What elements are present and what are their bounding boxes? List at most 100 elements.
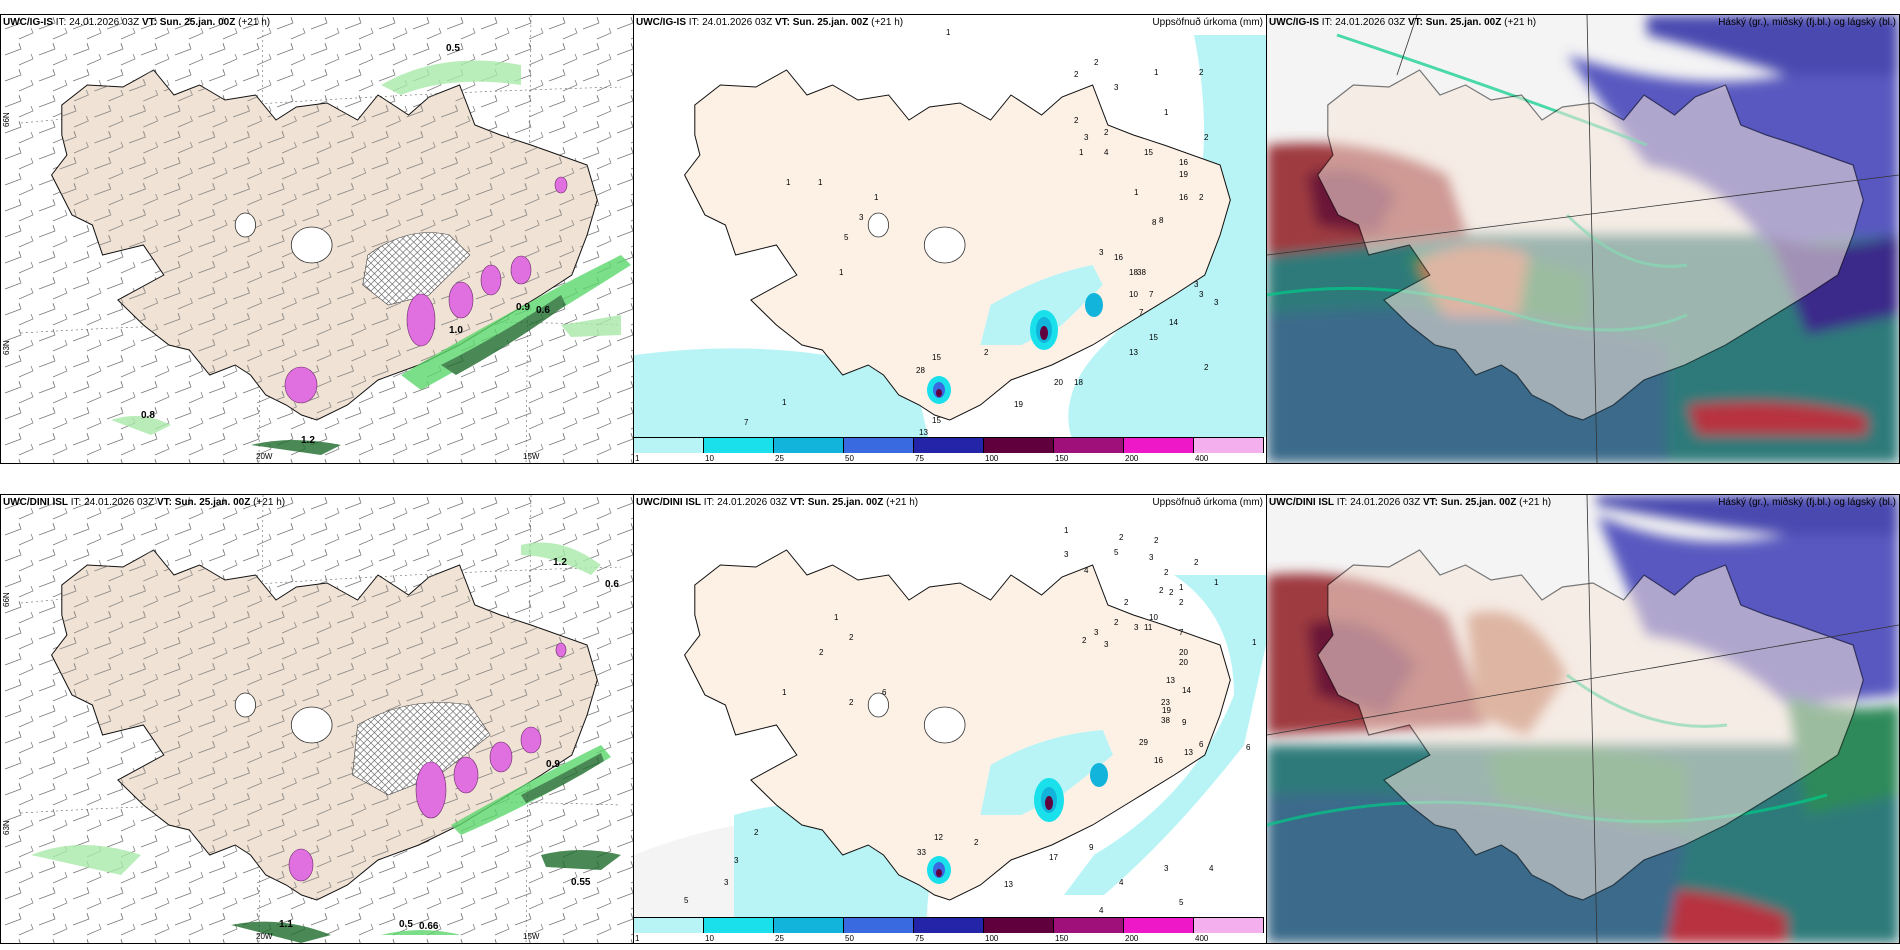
svg-text:1: 1 <box>782 688 787 697</box>
svg-text:2: 2 <box>1114 618 1119 627</box>
svg-text:12: 12 <box>934 833 943 842</box>
wind-labels: 0.5 0.8 0.9 0.6 1.0 1.2 <box>141 43 550 446</box>
colorbar-label: 400 <box>1195 454 1209 463</box>
colorbar-segment <box>704 437 774 453</box>
svg-text:8: 8 <box>1159 216 1164 225</box>
svg-text:7: 7 <box>1179 628 1184 637</box>
svg-text:19: 19 <box>1179 170 1188 179</box>
panel-top-left: UWC/IG-IS IT: 24.01.2026 03Z VT: Sun. 25… <box>0 14 634 464</box>
svg-text:2: 2 <box>1179 598 1184 607</box>
svg-text:1: 1 <box>1252 638 1257 647</box>
svg-text:38: 38 <box>1161 716 1170 725</box>
svg-text:4: 4 <box>1099 906 1104 915</box>
svg-text:15: 15 <box>932 416 941 425</box>
wind-precip-map: 1.2 0.6 0.9 0.5 0.55 1.1 0.66 <box>1 495 633 943</box>
colorbar-segment <box>984 437 1054 453</box>
lon-label-15w: 15W <box>523 452 540 461</box>
svg-text:2: 2 <box>1074 116 1079 125</box>
svg-text:3: 3 <box>1094 628 1099 637</box>
panel-top-mid: UWC/IG-IS IT: 24.01.2026 03Z VT: Sun. 25… <box>633 14 1267 464</box>
svg-text:0.66: 0.66 <box>419 921 439 932</box>
colorbar-label: 25 <box>775 454 784 463</box>
precip-colorbar: 1 10 25 50 75 100 150 200 400 <box>634 917 1266 943</box>
svg-text:18: 18 <box>1074 378 1083 387</box>
svg-text:2: 2 <box>1104 128 1109 137</box>
svg-text:2: 2 <box>849 633 854 642</box>
svg-text:1: 1 <box>1164 108 1169 117</box>
panel-field-title: Uppsöfnuð úrkoma (mm) <box>1152 17 1263 28</box>
lon-label-20w: 20W <box>256 932 273 941</box>
svg-text:14: 14 <box>1182 686 1191 695</box>
svg-text:13: 13 <box>1184 748 1193 757</box>
snow-cells <box>284 176 568 404</box>
svg-text:19: 19 <box>1162 706 1171 715</box>
svg-text:2: 2 <box>1199 68 1204 77</box>
colorbar-segment <box>1194 437 1264 453</box>
svg-text:0.5: 0.5 <box>399 919 413 930</box>
svg-text:6: 6 <box>882 688 887 697</box>
svg-text:1: 1 <box>1154 68 1159 77</box>
colorbar-segment <box>914 917 984 933</box>
lat-label-66n: 66N <box>2 592 11 607</box>
svg-text:2: 2 <box>1169 588 1174 597</box>
panel-bottom-right: UWC/DINI ISL IT: 24.01.2026 03Z VT: Sun.… <box>1266 494 1900 944</box>
colorbar-label: 10 <box>705 454 714 463</box>
svg-text:1: 1 <box>1079 148 1084 157</box>
svg-text:1: 1 <box>1134 188 1139 197</box>
svg-text:10: 10 <box>1149 613 1158 622</box>
svg-text:3: 3 <box>1134 623 1139 632</box>
panel-header: UWC/DINI ISL IT: 24.01.2026 03Z VT: Sun.… <box>3 497 286 508</box>
svg-text:5: 5 <box>1114 548 1119 557</box>
svg-text:3: 3 <box>1164 864 1169 873</box>
colorbar-label: 150 <box>1055 934 1069 943</box>
colorbar-label: 50 <box>845 934 854 943</box>
svg-text:2: 2 <box>1119 533 1124 542</box>
svg-text:18: 18 <box>1129 268 1138 277</box>
svg-text:2: 2 <box>1204 363 1209 372</box>
svg-text:3: 3 <box>1149 553 1154 562</box>
svg-text:1.2: 1.2 <box>553 557 567 568</box>
svg-text:2: 2 <box>974 838 979 847</box>
svg-text:2: 2 <box>1074 70 1079 79</box>
svg-text:33: 33 <box>917 848 926 857</box>
colorbar-label: 200 <box>1125 934 1139 943</box>
svg-text:1: 1 <box>1064 526 1069 535</box>
svg-text:10: 10 <box>1129 290 1138 299</box>
colorbar-segment <box>774 917 844 933</box>
svg-text:29: 29 <box>1139 738 1148 747</box>
svg-text:0.8: 0.8 <box>141 410 155 421</box>
svg-text:2: 2 <box>1204 133 1209 142</box>
colorbar-label: 100 <box>985 934 999 943</box>
panel-bottom-mid: UWC/DINI ISL IT: 24.01.2026 03Z VT: Sun.… <box>633 494 1267 944</box>
colorbar-label: 1 <box>635 454 640 463</box>
svg-text:9: 9 <box>1089 843 1094 852</box>
svg-text:38: 38 <box>1137 268 1146 277</box>
svg-text:3: 3 <box>1114 83 1119 92</box>
svg-text:9: 9 <box>1182 718 1187 727</box>
svg-text:7: 7 <box>1149 290 1154 299</box>
svg-text:28: 28 <box>916 366 925 375</box>
panel-field-title: Uppsöfnuð úrkoma (mm) <box>1152 497 1263 508</box>
svg-text:7: 7 <box>1139 308 1144 317</box>
svg-text:4: 4 <box>1209 864 1214 873</box>
svg-text:1.1: 1.1 <box>279 919 293 930</box>
precip-colorbar: 1 10 25 50 75 100 150 200 400 <box>634 437 1266 463</box>
svg-text:17: 17 <box>1049 853 1058 862</box>
svg-text:3: 3 <box>1084 133 1089 142</box>
svg-text:3: 3 <box>1214 298 1219 307</box>
precip-map: 1 2 2 3 1 2 1 2 3 2 1 4 2 15 16 19 16 2 … <box>634 28 1266 463</box>
svg-text:20: 20 <box>1179 648 1188 657</box>
colorbar-segment <box>1054 437 1124 453</box>
svg-text:0.55: 0.55 <box>571 877 591 888</box>
precip-values: 1 2 2 3 1 2 1 2 3 2 1 4 2 15 16 19 16 2 … <box>744 28 1219 437</box>
svg-text:1: 1 <box>839 268 844 277</box>
colorbar-label: 100 <box>985 454 999 463</box>
svg-text:15: 15 <box>1144 148 1153 157</box>
lat-label-64n: 63N <box>2 340 11 355</box>
svg-text:14: 14 <box>1169 318 1178 327</box>
svg-text:1: 1 <box>874 193 879 202</box>
svg-text:15: 15 <box>932 353 941 362</box>
svg-text:3: 3 <box>1194 280 1199 289</box>
svg-text:2: 2 <box>984 348 989 357</box>
svg-text:1.0: 1.0 <box>449 325 463 336</box>
